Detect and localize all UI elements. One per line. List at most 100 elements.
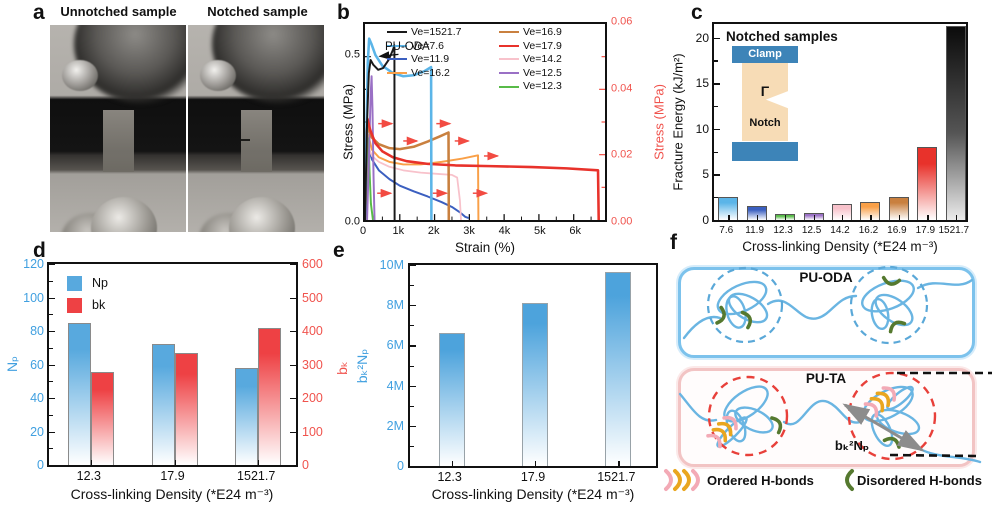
legend-item: Ve=12.5 <box>499 67 562 81</box>
chart-legend-col2: Ve=16.9 Ve=17.9 Ve=14.2 Ve=12.5 Ve=12.3 <box>499 26 562 94</box>
clamp-ball <box>90 196 157 232</box>
axis-tick <box>714 128 720 131</box>
clamp-ball <box>228 196 295 232</box>
y-tick-label-left: 0.0 <box>344 215 360 228</box>
fracture-energy-plot: Notched samples Clamp Γ Notch <box>712 22 968 222</box>
y-tick-label: 8M <box>386 297 404 312</box>
x-tick-label: 6k <box>569 225 581 237</box>
bar-Np-12.3 <box>67 322 91 465</box>
legend-item: Ve=17.9 <box>499 40 562 54</box>
photo-title-unnotched: Unnotched sample <box>60 4 177 19</box>
axis-tick <box>258 460 260 465</box>
axis-tick <box>842 215 844 220</box>
axis-tick <box>174 460 176 465</box>
x-axis-label: Cross-linking Density (*E24 m⁻³) <box>431 486 635 502</box>
legend-swatch <box>387 72 407 74</box>
legend-item: Ve=14.2 <box>499 53 562 67</box>
x-tick-label: 1521.7 <box>237 469 276 483</box>
axis-tick <box>290 398 296 400</box>
photo-unnotched-sample <box>50 25 186 232</box>
axis-tick <box>49 264 55 266</box>
axis-tick <box>49 331 55 333</box>
y-tick-label: 0 <box>702 213 709 227</box>
x-tick-label: 3k <box>463 225 475 237</box>
legend-swatch <box>499 85 519 88</box>
axis-tick <box>410 325 414 327</box>
bar-12.3 <box>775 213 796 220</box>
axis-tick <box>714 106 718 108</box>
stress-strain-chart <box>363 37 605 221</box>
clamp-bottom <box>732 142 798 161</box>
y-tick-label-left: 120 <box>23 256 44 271</box>
y-tick-label-right: 600 <box>302 256 323 271</box>
panel-d-label: d <box>33 239 46 262</box>
axis-tick <box>49 398 55 400</box>
series-Ve=12.5 <box>366 75 376 221</box>
y-tick-label: 4M <box>386 378 404 393</box>
legend-item: Ve=7.6 <box>387 40 462 54</box>
y-tick-label-right: 0.02 <box>611 148 633 161</box>
y-tick-label-left: 20 <box>30 424 44 439</box>
axis-tick <box>410 445 414 448</box>
legend-swatch <box>499 31 519 34</box>
axis-tick <box>756 215 758 220</box>
pu-oda-label: PU-ODA <box>799 270 853 285</box>
panel-c: c Notched samples Clamp Γ Notch 0 5 10 15 20… <box>667 0 995 262</box>
axis-tick <box>90 460 93 465</box>
axis-tick <box>927 215 929 220</box>
axis-tick <box>410 425 416 428</box>
bar-17.9 <box>917 147 938 220</box>
axis-tick <box>49 381 53 383</box>
axis-tick <box>49 465 55 467</box>
y-tick-label: 0 <box>397 458 404 473</box>
axis-tick <box>49 414 53 416</box>
y-axis-label-left: Stress (MPa) <box>340 84 356 160</box>
axis-tick <box>410 265 416 267</box>
panel-b: b Ve=1521.7 Ve=7.6 Ve=11.9 Ve=16.2 Ve=16.9 V… <box>337 0 669 262</box>
x-tick-label: 17.9 <box>160 469 185 483</box>
axis-tick <box>410 385 416 387</box>
bar-14.2 <box>832 203 852 220</box>
axis-tick <box>290 431 296 433</box>
legend-swatch <box>67 298 82 314</box>
x-tick-label: 17.9 <box>520 470 546 484</box>
y-tick-label-right: 300 <box>302 357 323 372</box>
y-tick-label-left: 100 <box>23 290 44 305</box>
x-tick-label: 16.2 <box>858 225 879 236</box>
ordered-hbond-legend-icon <box>664 469 700 491</box>
series-Ve=14.2 <box>364 143 462 221</box>
x-tick-label: 2k <box>427 225 440 237</box>
axis-tick <box>290 297 296 299</box>
photo-title-notched: Notched sample <box>207 4 308 19</box>
axis-tick <box>714 174 720 176</box>
bar-bk-1521.7 <box>258 328 282 465</box>
legend-swatch <box>499 44 519 47</box>
notch-test-inset: Clamp Γ Notch <box>732 42 822 164</box>
axis-tick <box>785 215 787 220</box>
y-tick-label-right: 400 <box>302 323 323 338</box>
axis-tick <box>290 264 296 266</box>
legend-item: Np <box>67 272 108 294</box>
panel-e-label: e <box>333 239 345 262</box>
legend-swatch <box>499 58 519 61</box>
pu-ta-label: PU-TA <box>805 371 847 386</box>
axis-tick <box>49 297 55 299</box>
legend-item: Ve=16.9 <box>499 26 562 40</box>
legend-item: Ve=16.2 <box>387 67 462 81</box>
axis-tick <box>410 285 414 287</box>
axis-tick <box>290 364 296 366</box>
legend-swatch <box>387 44 407 47</box>
panel-f: f <box>660 226 995 513</box>
axis-tick <box>49 448 53 450</box>
y-tick-label-right: 100 <box>302 424 323 439</box>
axis-tick <box>410 305 416 307</box>
axis-tick <box>618 461 620 466</box>
notch-label: Notch <box>749 117 781 129</box>
sample-strip <box>241 109 273 172</box>
disordered-hbond-legend-icon <box>845 469 854 491</box>
y-tick-label-right: 0.00 <box>611 215 633 228</box>
chart-legend: Np bk <box>67 272 108 316</box>
axis-tick <box>714 220 720 222</box>
y-tick-label-left: 80 <box>30 323 44 338</box>
